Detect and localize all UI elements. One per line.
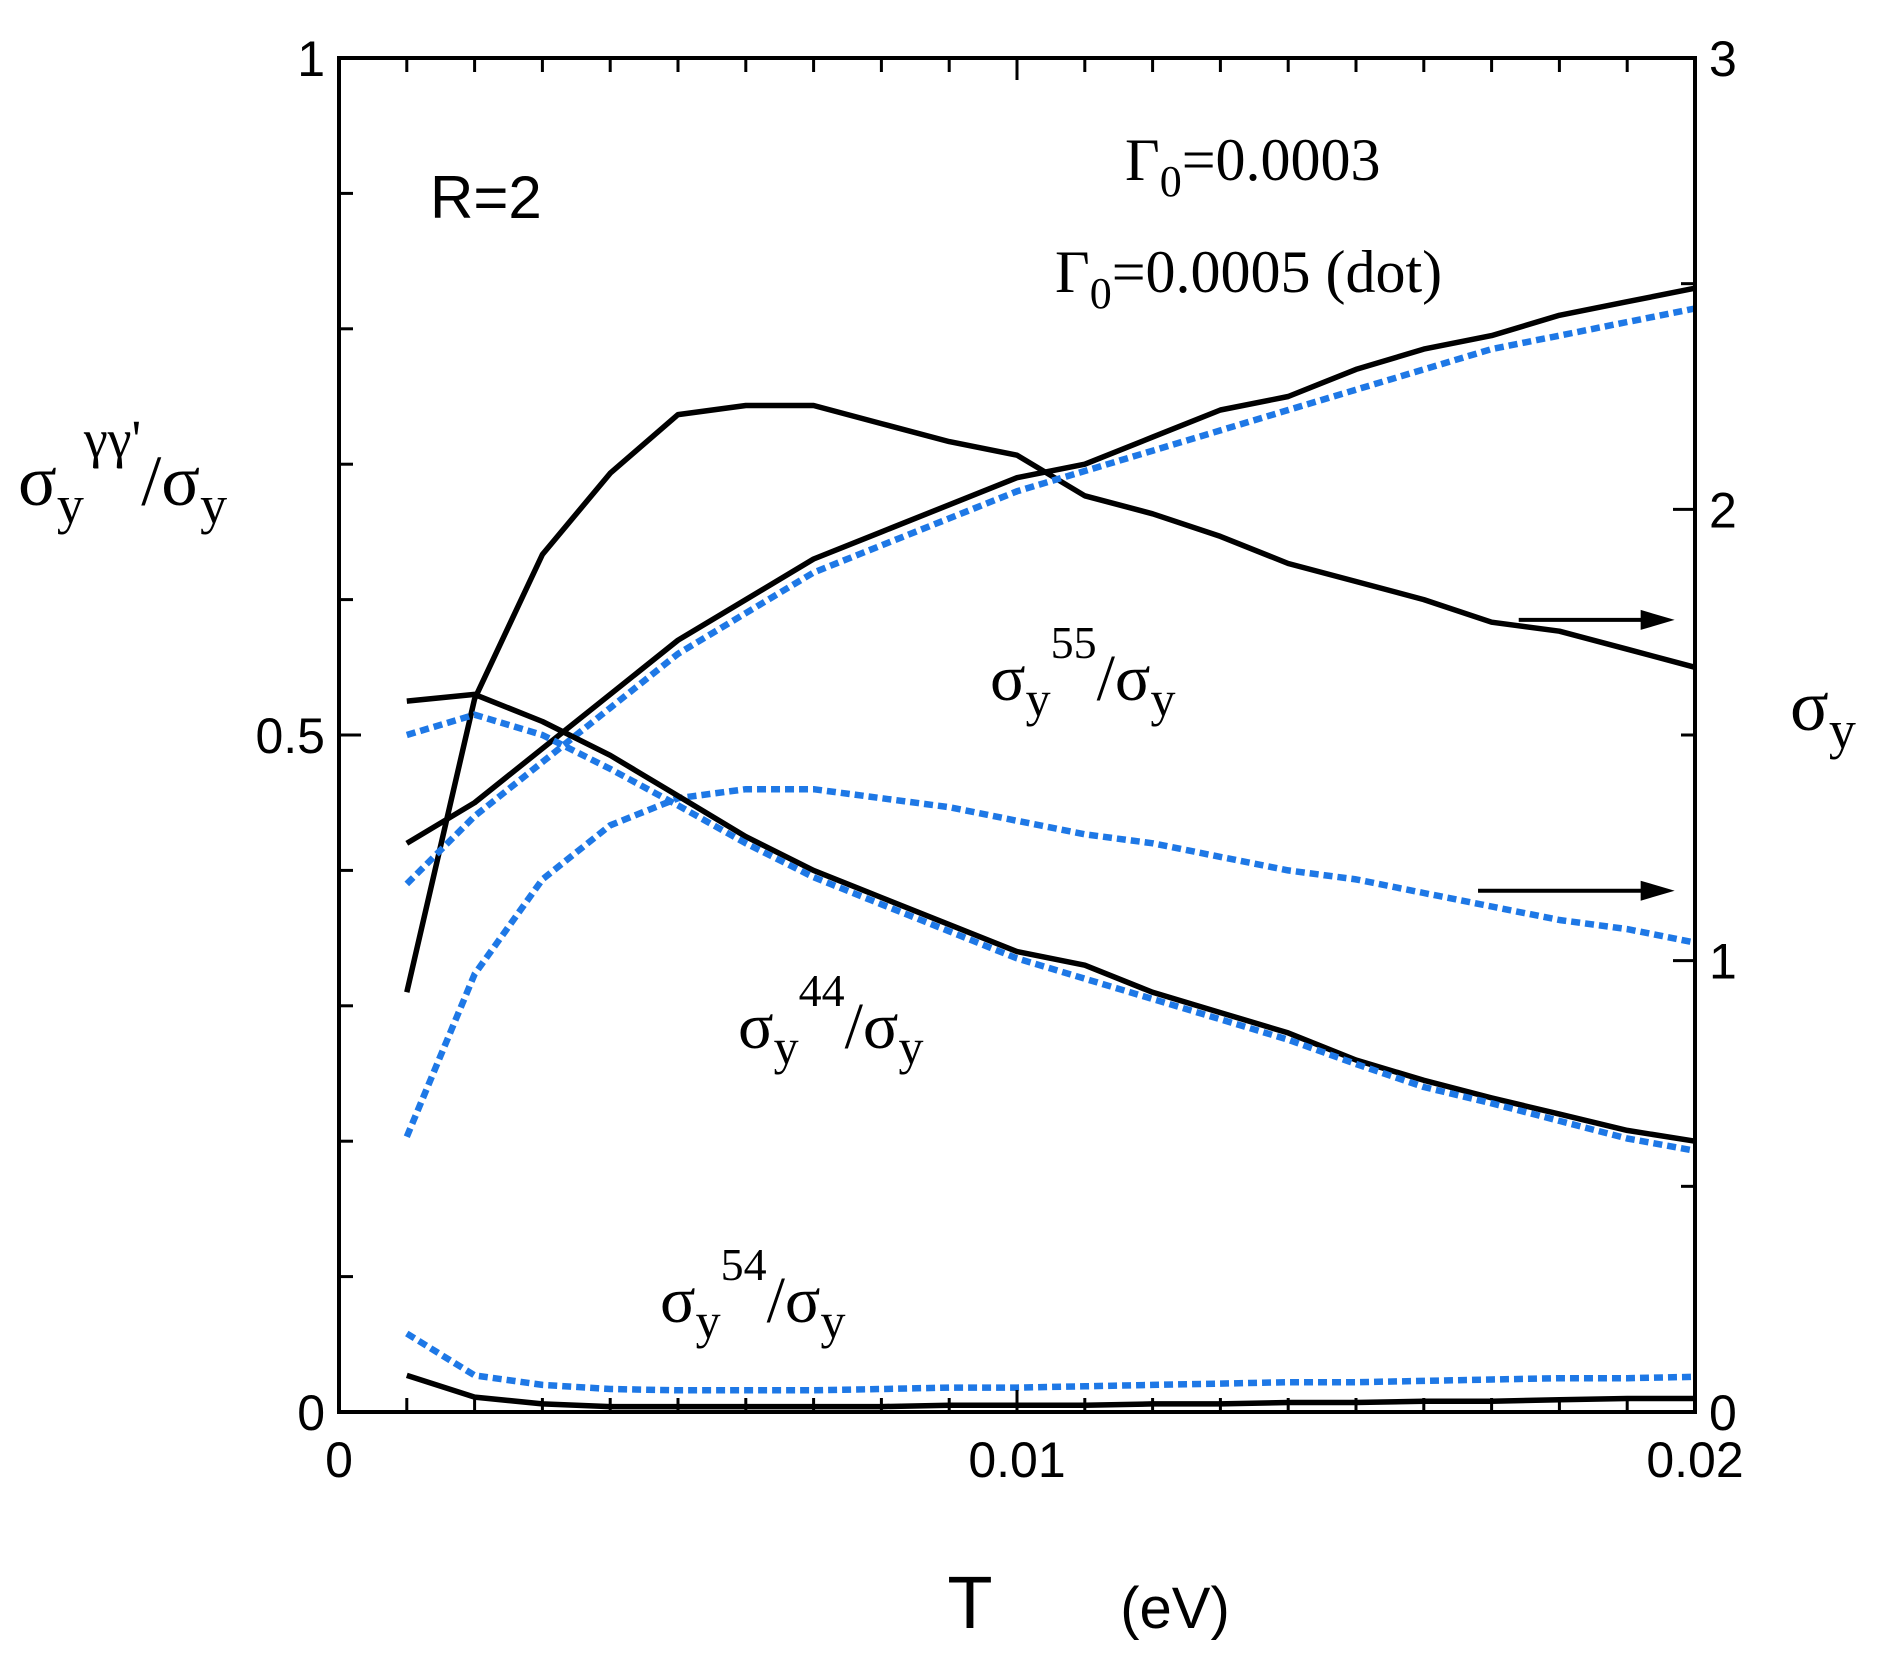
series-layer xyxy=(403,285,1696,1410)
gamma-annotation-1: Γ0=0.0003 xyxy=(1125,127,1381,206)
curve-label-54: σy54/σy xyxy=(660,1239,846,1349)
y-left-sub: y xyxy=(57,475,84,535)
y-left-tick-label-2: 1 xyxy=(297,31,325,87)
y-left-tick-label-0: 0 xyxy=(297,1385,325,1441)
y-right-tick-label-2: 2 xyxy=(1709,482,1737,538)
series-line-1 xyxy=(403,785,1696,1138)
series-line-6 xyxy=(405,1372,1695,1410)
x-axis-label: T xyxy=(947,1561,992,1644)
y-right-tick-label-0: 0 xyxy=(1709,1385,1737,1441)
series-line-5 xyxy=(405,711,1696,1154)
gamma-annotation-2: Γ0=0.0005 (dot) xyxy=(1055,239,1442,318)
y-left-rest-sub: y xyxy=(200,475,227,535)
tick-layer xyxy=(339,58,1695,1412)
arrow-layer xyxy=(1478,609,1675,901)
y-axis-left-label: σyγγ'/σy xyxy=(18,409,227,535)
y-right-tick-label-1: 1 xyxy=(1709,934,1737,990)
arrow-head-0 xyxy=(1640,609,1675,630)
series-line-3 xyxy=(404,305,1696,887)
y-left-rest: /σ xyxy=(141,441,200,521)
x-tick-label-2: 0.02 xyxy=(1646,1432,1743,1488)
arrow-head-1 xyxy=(1640,880,1675,901)
y-left-tick-label-1: 0.5 xyxy=(255,708,325,764)
y-left-sup: γγ' xyxy=(83,409,141,469)
series-line-0 xyxy=(404,402,1696,993)
y-axis-right-label: σy xyxy=(1790,666,1856,760)
curve-label-44: σy44/σy xyxy=(738,965,924,1075)
y-right-tick-label-3: 3 xyxy=(1709,31,1737,87)
series-line-2 xyxy=(405,285,1696,846)
y-left-base: σ xyxy=(18,441,57,521)
series-line-7 xyxy=(405,1330,1696,1394)
x-axis-label-symbol: T xyxy=(947,1561,992,1644)
r-annotation: R=2 xyxy=(430,164,542,231)
curve-label-55: σy55/σy xyxy=(990,617,1176,727)
y-right-sub: y xyxy=(1829,700,1856,760)
x-tick-label-0: 0 xyxy=(325,1432,353,1488)
y-right-base: σ xyxy=(1790,666,1829,746)
x-tick-label-1: 0.01 xyxy=(968,1432,1065,1488)
x-axis-unit: (eV) xyxy=(1120,1576,1230,1641)
series-line-4 xyxy=(406,691,1696,1144)
